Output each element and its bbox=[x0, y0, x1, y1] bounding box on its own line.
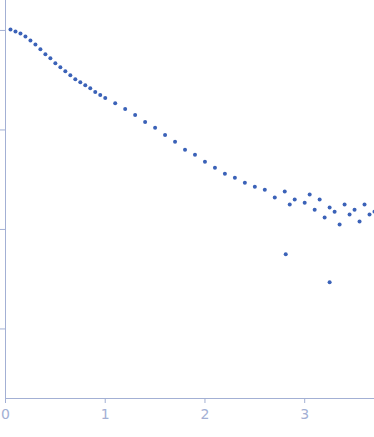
svg-text:2: 2 bbox=[200, 406, 209, 422]
svg-text:1: 1 bbox=[101, 406, 110, 422]
svg-text:3: 3 bbox=[300, 406, 309, 422]
svg-text:0: 0 bbox=[1, 406, 10, 422]
